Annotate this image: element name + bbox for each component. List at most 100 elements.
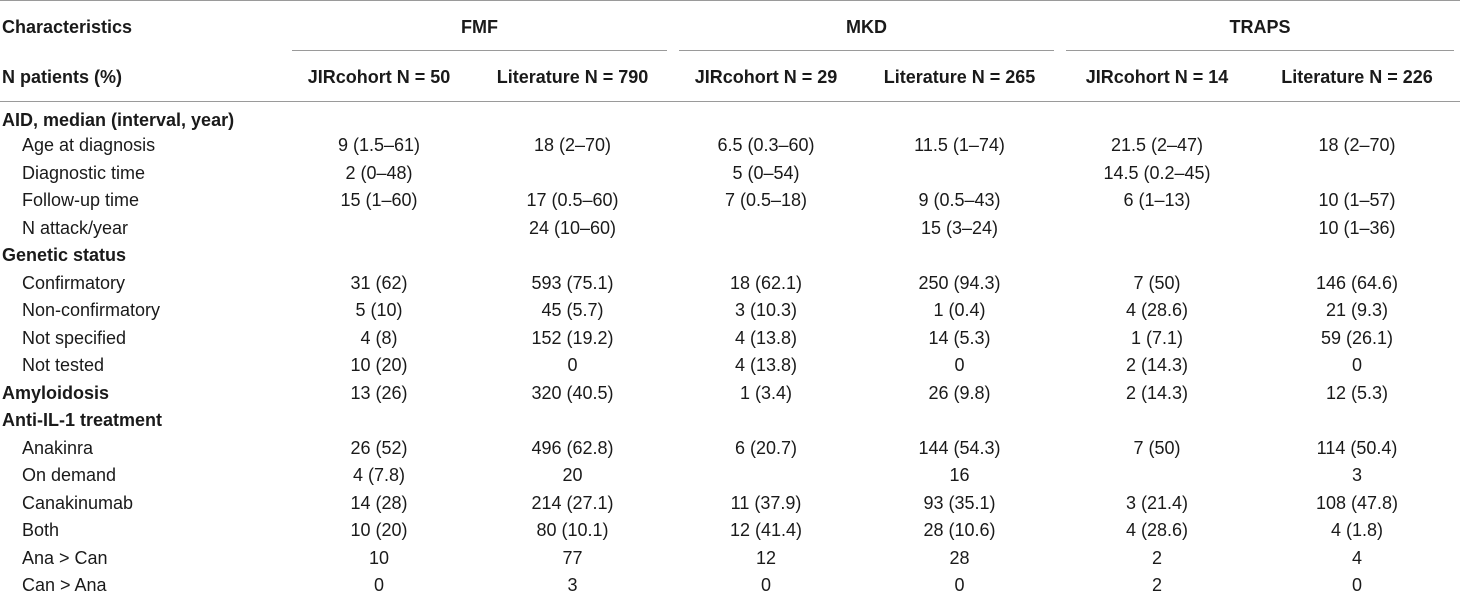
table-cell: 20 <box>562 465 583 486</box>
row-label: Ana > Can <box>22 547 108 568</box>
table-cell: 5 (0–54) <box>732 162 800 183</box>
table-cell <box>673 215 859 243</box>
table-cell: 24 (10–60) <box>528 217 617 238</box>
row-label: N attack/year <box>22 217 129 238</box>
table-cell: 320 (40.5) <box>531 382 614 403</box>
table-row: Not tested 10 (20) 0 4 (13.8) 0 2 (14.3) 0 <box>0 352 1460 380</box>
table-cell: 21 (9.3) <box>1326 300 1389 321</box>
section-label: Amyloidosis <box>2 382 110 403</box>
table-cell: 12 <box>756 547 777 568</box>
row-label: Canakinumab <box>22 492 134 513</box>
table-cell: 0 <box>954 355 965 376</box>
table-cell: 16 <box>949 465 970 486</box>
table-cell: 45 (5.7) <box>541 300 604 321</box>
table-cell: 21.5 (2–47) <box>1110 135 1204 156</box>
subheader-mkd-literature: Literature N = 265 <box>859 53 1061 102</box>
table-cell: 144 (54.3) <box>918 437 1001 458</box>
table-cell <box>859 160 1060 188</box>
table-cell: 6 (1–13) <box>1123 190 1191 211</box>
table-cell: 18 (2–70) <box>1318 135 1396 156</box>
group-header-traps: TRAPS <box>1060 0 1460 53</box>
table-cell: 26 (52) <box>350 437 408 458</box>
table-cell: 80 (10.1) <box>536 520 609 541</box>
table-cell: 14 (28) <box>350 492 408 513</box>
table-cell: 4 (28.6) <box>1125 300 1189 321</box>
table-row: Anakinra 26 (52) 496 (62.8) 6 (20.7) 144 (54… <box>0 435 1460 463</box>
table-cell: 7 (50) <box>1133 437 1181 458</box>
table-cell: 28 <box>949 547 970 568</box>
table-cell: 0 <box>954 575 965 596</box>
table-cell: 5 (10) <box>355 300 403 321</box>
row-label: Diagnostic time <box>22 162 146 183</box>
table-cell <box>673 242 859 270</box>
table-cell: 10 <box>368 547 390 568</box>
table-cell: 2 <box>1152 575 1163 596</box>
table-cell: 11.5 (1–74) <box>914 135 1005 156</box>
table-row: Both 10 (20) 80 (10.1) 12 (41.4) 28 (10.6) 4 … <box>0 517 1460 545</box>
table-cell: 214 (27.1) <box>531 492 614 513</box>
table-row: Not specified 4 (8) 152 (19.2) 4 (13.8) 14 (… <box>0 325 1460 353</box>
table-row: Anti-IL-1 treatment <box>0 407 1460 435</box>
table-cell: 9 (1.5–61) <box>337 135 421 156</box>
table-cell: 2 (0–48) <box>345 162 413 183</box>
table-cell: 10 (1–36) <box>1318 217 1396 238</box>
table-cell: 3 <box>1352 465 1363 486</box>
table-cell <box>472 102 673 133</box>
table-cell: 6 (20.7) <box>734 437 798 458</box>
table-cell: 7 (0.5–18) <box>724 190 808 211</box>
table-cell: 3 (21.4) <box>1125 492 1189 513</box>
table-cell: 3 <box>567 575 578 596</box>
table-cell: 18 (62.1) <box>729 272 803 293</box>
row-label: Non-confirmatory <box>22 300 161 321</box>
row-label: Age at diagnosis <box>22 135 156 156</box>
group-header-mkd: MKD <box>673 0 1061 53</box>
group-header-mkd-label: MKD <box>679 3 1055 51</box>
table-cell: 2 (14.3) <box>1125 355 1189 376</box>
table-cell: 2 <box>1152 547 1163 568</box>
table-cell <box>673 102 859 133</box>
table-cell: 250 (94.3) <box>918 272 1001 293</box>
table-cell <box>472 160 673 188</box>
table-cell: 3 (10.3) <box>734 300 798 321</box>
table-cell: 2 (14.3) <box>1125 382 1189 403</box>
table-cell <box>1060 462 1254 490</box>
table-row: On demand 4 (7.8) 20 16 3 <box>0 462 1460 490</box>
table-row: Age at diagnosis 9 (1.5–61) 18 (2–70) 6.5 (… <box>0 132 1460 160</box>
section-label: AID, median (interval, year) <box>2 109 235 130</box>
table-cell: 59 (26.1) <box>1321 327 1394 348</box>
row-label: Can > Ana <box>22 575 107 596</box>
table-cell: 31 (62) <box>350 272 408 293</box>
table-cell: 4 (1.8) <box>1331 520 1384 541</box>
table-cell: 496 (62.8) <box>531 437 614 458</box>
n-patients-header: N patients (%) <box>0 53 286 102</box>
row-label: Both <box>22 520 60 541</box>
table-cell <box>859 407 1060 435</box>
group-header-traps-label: TRAPS <box>1066 3 1455 51</box>
table-cell <box>286 102 472 133</box>
table-cell <box>472 407 673 435</box>
table-cell: 152 (19.2) <box>531 327 614 348</box>
table-cell: 28 (10.6) <box>923 520 996 541</box>
table-cell <box>472 242 673 270</box>
table-cell: 15 (1–60) <box>340 190 418 211</box>
table-cell: 108 (47.8) <box>1315 492 1399 513</box>
table-cell <box>1060 407 1254 435</box>
table-cell <box>673 407 859 435</box>
table-cell: 593 (75.1) <box>531 272 614 293</box>
table-cell: 1 (7.1) <box>1131 327 1184 348</box>
table-cell: 77 <box>562 547 583 568</box>
table-row: Canakinumab 14 (28) 214 (27.1) 11 (37.9) 93 … <box>0 490 1460 518</box>
table-cell: 6.5 (0.3–60) <box>717 135 815 156</box>
table-cell: 9 (0.5–43) <box>918 190 1001 211</box>
table-cell: 10 (1–57) <box>1318 190 1396 211</box>
row-label: Follow-up time <box>22 190 140 211</box>
table-cell <box>859 242 1060 270</box>
table-cell: 4 (13.8) <box>734 355 798 376</box>
subheader-traps-jircohort: JIRcohort N = 14 <box>1060 53 1255 102</box>
table-cell: 4 (8) <box>360 327 398 348</box>
table-row: Ana > Can 10 77 12 28 2 4 <box>0 545 1460 573</box>
table-cell: 4 (13.8) <box>734 327 798 348</box>
section-label: Anti-IL-1 treatment <box>2 410 163 431</box>
table-cell: 4 (7.8) <box>352 465 406 486</box>
table-cell: 15 (3–24) <box>920 217 999 238</box>
